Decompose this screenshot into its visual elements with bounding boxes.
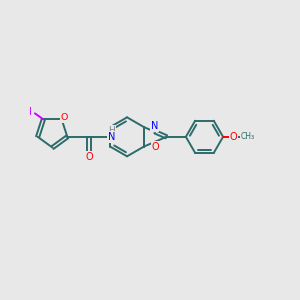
Text: H: H <box>108 126 115 135</box>
Text: O: O <box>230 132 237 142</box>
Text: N: N <box>151 121 158 131</box>
Text: O: O <box>85 152 93 162</box>
Text: O: O <box>61 113 68 122</box>
Text: CH₃: CH₃ <box>241 132 255 141</box>
Text: N: N <box>108 132 116 142</box>
Text: O: O <box>152 142 159 152</box>
Text: I: I <box>29 107 32 117</box>
